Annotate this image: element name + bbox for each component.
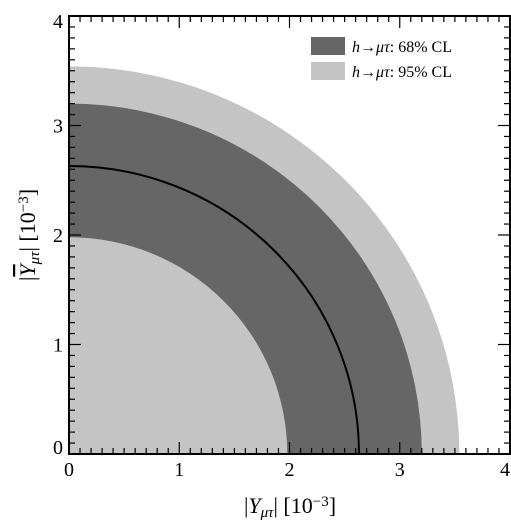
plot-area (69, 66, 460, 454)
legend-label-95: h→μτ: 95% CL (352, 64, 452, 81)
legend-swatch-68 (311, 37, 345, 55)
x-tick-label: 0 (64, 459, 74, 481)
tick-labels: 0 1 2 3 4 0 1 2 3 4 (53, 11, 510, 481)
y-tick-label: 1 (53, 335, 63, 357)
band-68cl (69, 103, 422, 454)
x-axis-label: |Yμτ| [10−3] (244, 493, 336, 521)
x-tick-label: 1 (174, 459, 184, 481)
legend-swatch-95 (311, 62, 345, 80)
axis-ticks (68, 15, 511, 455)
legend-label-68: h→μτ: 68% CL (352, 39, 452, 56)
y-tick-label: 4 (53, 11, 63, 33)
y-tick-label: 0 (53, 437, 63, 459)
y-axis-label: |Yμτ| [10−3] (15, 189, 43, 281)
x-tick-label: 4 (500, 459, 510, 481)
x-tick-label: 2 (285, 459, 295, 481)
y-tick-label: 3 (53, 116, 63, 138)
x-tick-label: 3 (395, 459, 405, 481)
central-value-curve (69, 165, 360, 454)
y-tick-label: 2 (53, 225, 63, 247)
legend: h→μτ: 68% CL h→μτ: 95% CL (311, 37, 452, 81)
